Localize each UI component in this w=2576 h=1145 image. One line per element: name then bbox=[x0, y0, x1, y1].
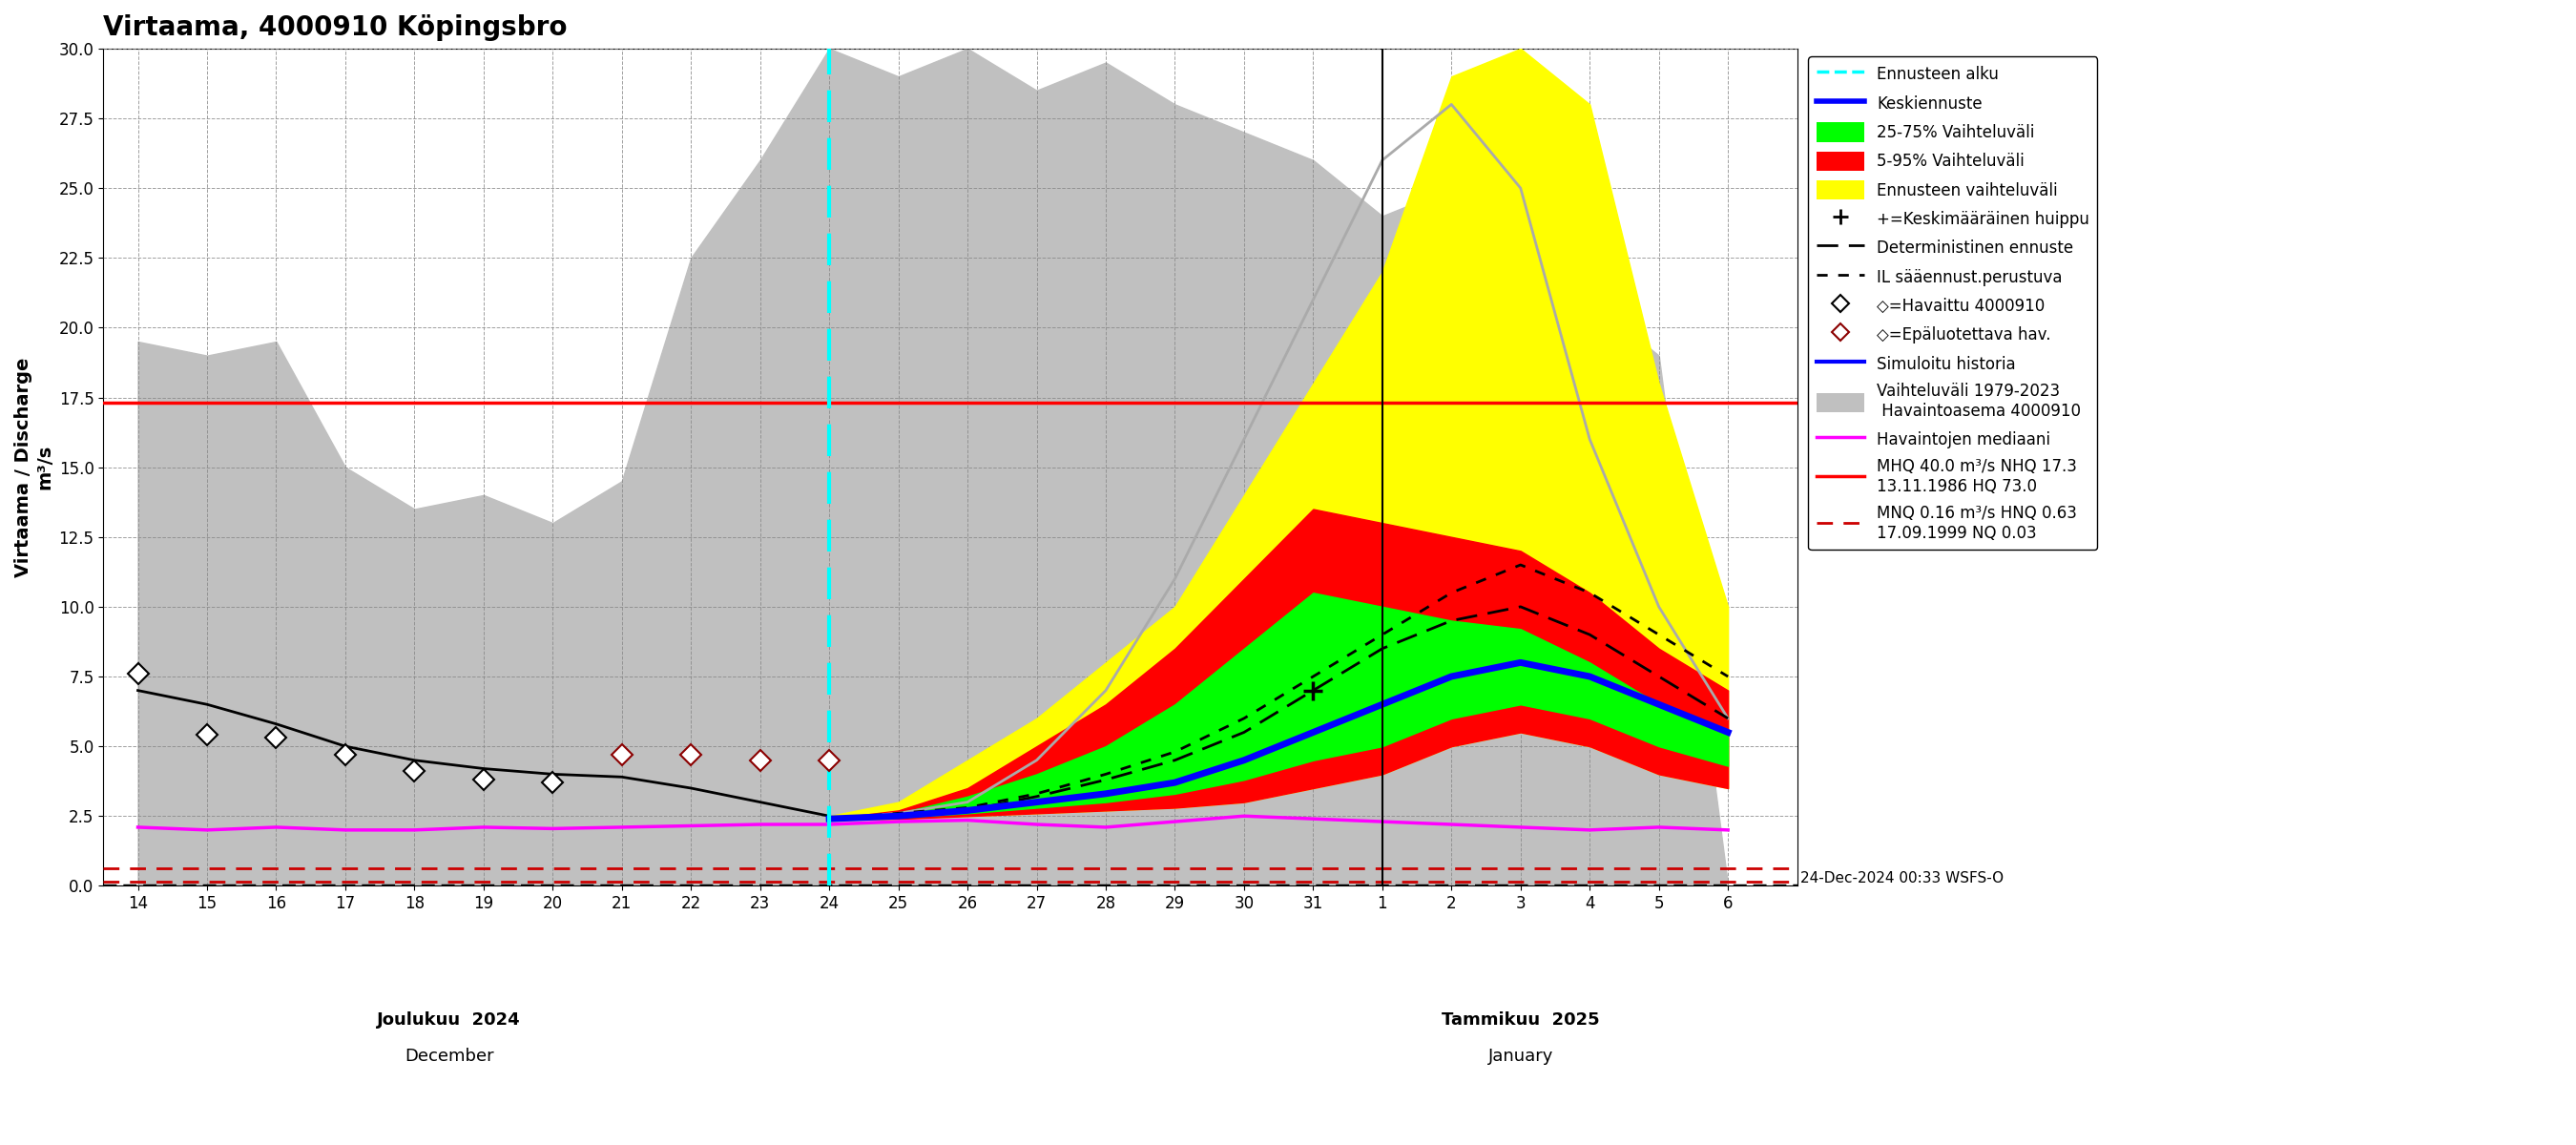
Text: January: January bbox=[1489, 1048, 1553, 1065]
Y-axis label: Virtaama / Discharge
m³/s: Virtaama / Discharge m³/s bbox=[15, 357, 54, 577]
Text: 24-Dec-2024 00:33 WSFS-O: 24-Dec-2024 00:33 WSFS-O bbox=[1801, 871, 2004, 886]
Text: Virtaama, 4000910 Köpingsbro: Virtaama, 4000910 Köpingsbro bbox=[103, 14, 567, 41]
Text: Tammikuu  2025: Tammikuu 2025 bbox=[1443, 1011, 1600, 1028]
Legend: Ennusteen alku, Keskiennuste, 25-75% Vaihteluväli, 5-95% Vaihteluväli, Ennusteen: Ennusteen alku, Keskiennuste, 25-75% Vai… bbox=[1808, 56, 2097, 550]
Text: Joulukuu  2024: Joulukuu 2024 bbox=[376, 1011, 520, 1028]
Text: December: December bbox=[404, 1048, 495, 1065]
